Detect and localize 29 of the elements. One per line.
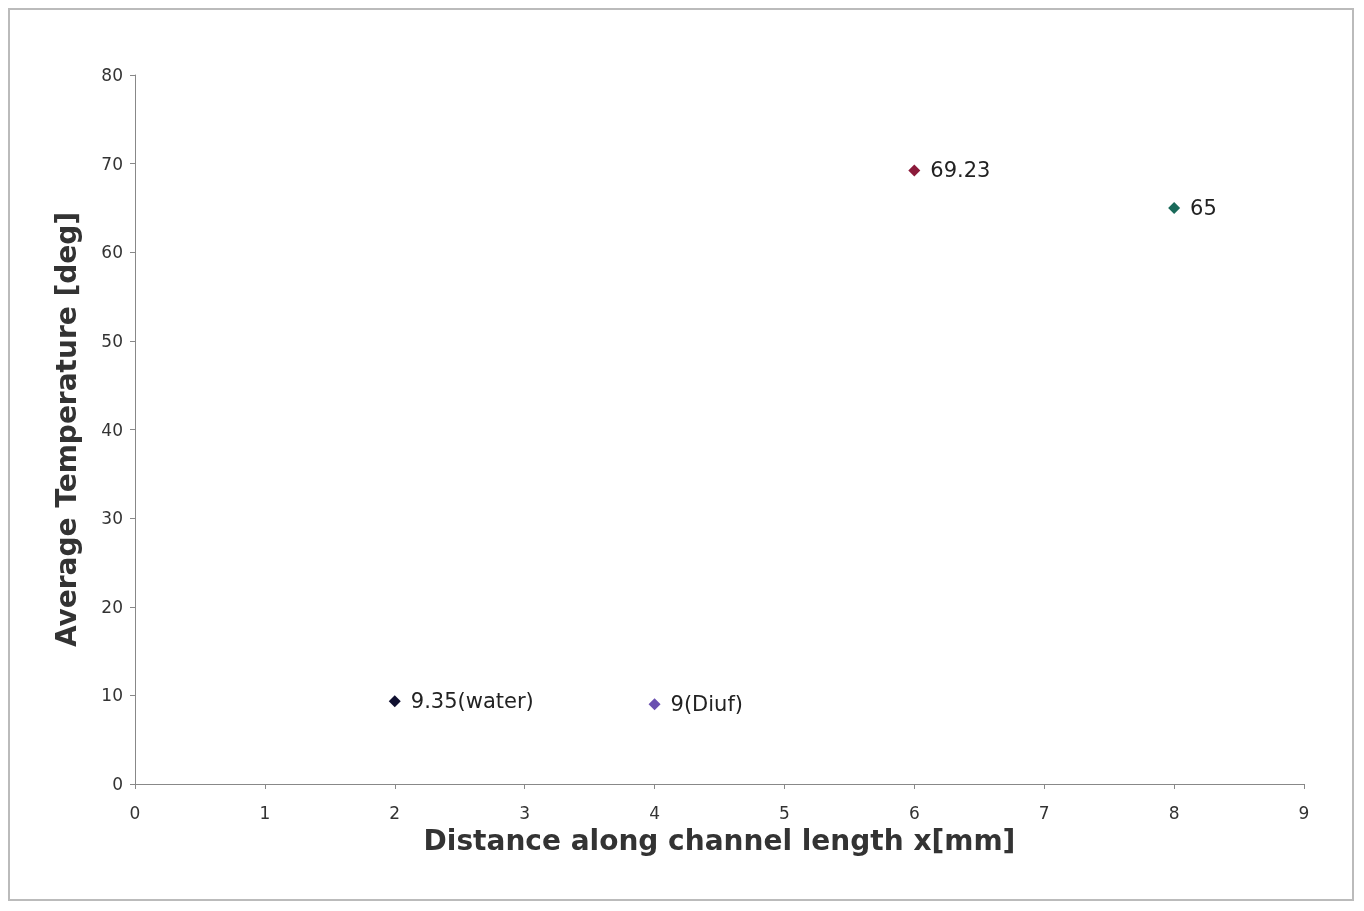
x-tick-label: 0 [129, 802, 141, 823]
x-tick-label: 2 [389, 802, 401, 823]
x-tick-label: 4 [649, 802, 660, 823]
data-label: 9(Diuf) [670, 692, 744, 717]
x-tick-label: 9 [1298, 802, 1310, 823]
x-tick-label: 8 [1168, 802, 1180, 823]
data-label: 65 [1190, 195, 1217, 220]
y-tick-label: 30 [101, 508, 123, 529]
y-tick-label: 0 [112, 774, 123, 794]
y-tick-label: 80 [101, 65, 123, 85]
y-tick-label: 10 [101, 685, 123, 706]
x-tick-label: 3 [519, 802, 531, 823]
point [388, 695, 401, 708]
x-tick-label: 5 [779, 802, 790, 823]
y-tick-label: 70 [101, 153, 123, 174]
point [648, 698, 661, 711]
x-tick-label: 1 [259, 802, 271, 823]
data-label: 9.35(water) [410, 689, 534, 714]
x-axis-title: Distance along channel length x[mm] [423, 823, 1016, 857]
point [1168, 201, 1181, 214]
y-tick-label: 50 [101, 330, 123, 351]
y-tick-label: 20 [101, 596, 123, 617]
x-tick-label: 7 [1038, 802, 1050, 823]
x-tick-label: 6 [908, 802, 920, 823]
y-tick-label: 60 [101, 242, 123, 263]
y-axis-title: Average Temperature [deg] [49, 211, 83, 648]
data-label: 69.23 [930, 158, 991, 183]
y-tick-label: 40 [101, 419, 123, 440]
point [908, 164, 921, 177]
